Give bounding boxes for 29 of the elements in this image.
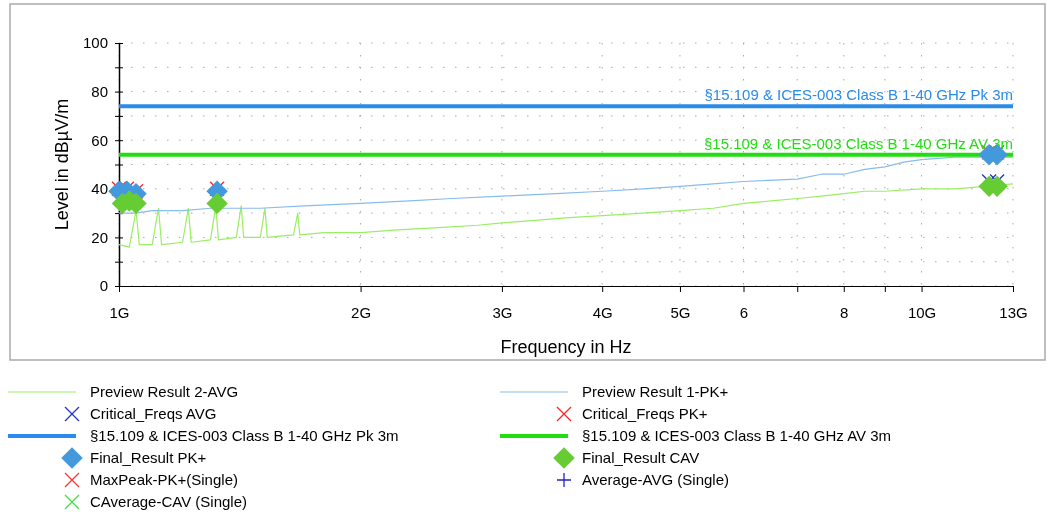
y-tick-label: 20 <box>91 228 108 246</box>
x-tick-label: 5G <box>670 303 691 321</box>
legend-label: §15.109 & ICES-003 Class B 1-40 GHz Pk 3m <box>90 427 399 444</box>
y-tick-label: 80 <box>91 82 108 100</box>
legend-label: Final_Result PK+ <box>90 449 207 466</box>
x-tick-label: 13G <box>999 303 1028 321</box>
legend-label: §15.109 & ICES-003 Class B 1-40 GHz AV 3m <box>582 427 892 444</box>
legend-label: Final_Result CAV <box>582 449 700 466</box>
y-tick-label: 60 <box>91 131 108 149</box>
x-axis-title: Frequency in Hz <box>500 337 632 357</box>
y-tick-label: 0 <box>99 277 108 295</box>
legend-label: Critical_Freqs AVG <box>90 405 217 422</box>
x-tick-label: 3G <box>492 303 513 321</box>
x-tick-label: 4G <box>592 303 613 321</box>
text: §15.109 & ICES-003 Class B 1-40 GHz Pk 3m <box>704 86 1013 104</box>
x-tick-label: 8 <box>840 303 849 321</box>
legend-label: Preview Result 2-AVG <box>90 383 239 400</box>
legend-label: MaxPeak-PK+(Single) <box>90 471 238 488</box>
x-tick-label: 6 <box>739 303 749 321</box>
legend-label: Preview Result 1-PK+ <box>582 383 729 400</box>
y-tick-label: 40 <box>91 180 108 198</box>
x-tick-label: 1G <box>109 303 130 321</box>
y-tick-label: 100 <box>82 34 108 52</box>
x-tick-label: 2G <box>351 303 372 321</box>
y-axis-title: Level in dBµV/m <box>52 98 72 231</box>
legend-label: Average-AVG (Single) <box>582 471 730 488</box>
legend-label: Critical_Freqs PK+ <box>582 405 708 422</box>
legend-label: CAverage-CAV (Single) <box>90 493 248 510</box>
x-tick-label: 10G <box>907 303 937 321</box>
